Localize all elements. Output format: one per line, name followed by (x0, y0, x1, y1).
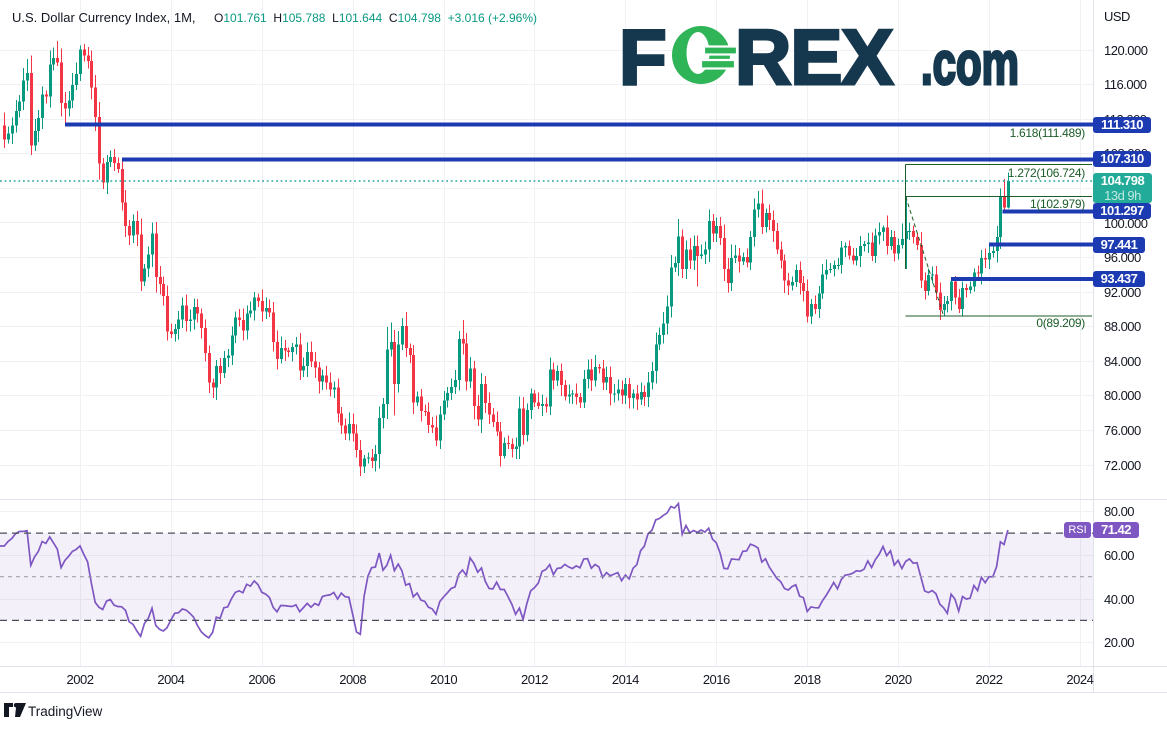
svg-text:.com: .com (921, 30, 1019, 92)
svg-text:F: F (619, 20, 667, 92)
svg-text:REX: REX (735, 20, 893, 92)
